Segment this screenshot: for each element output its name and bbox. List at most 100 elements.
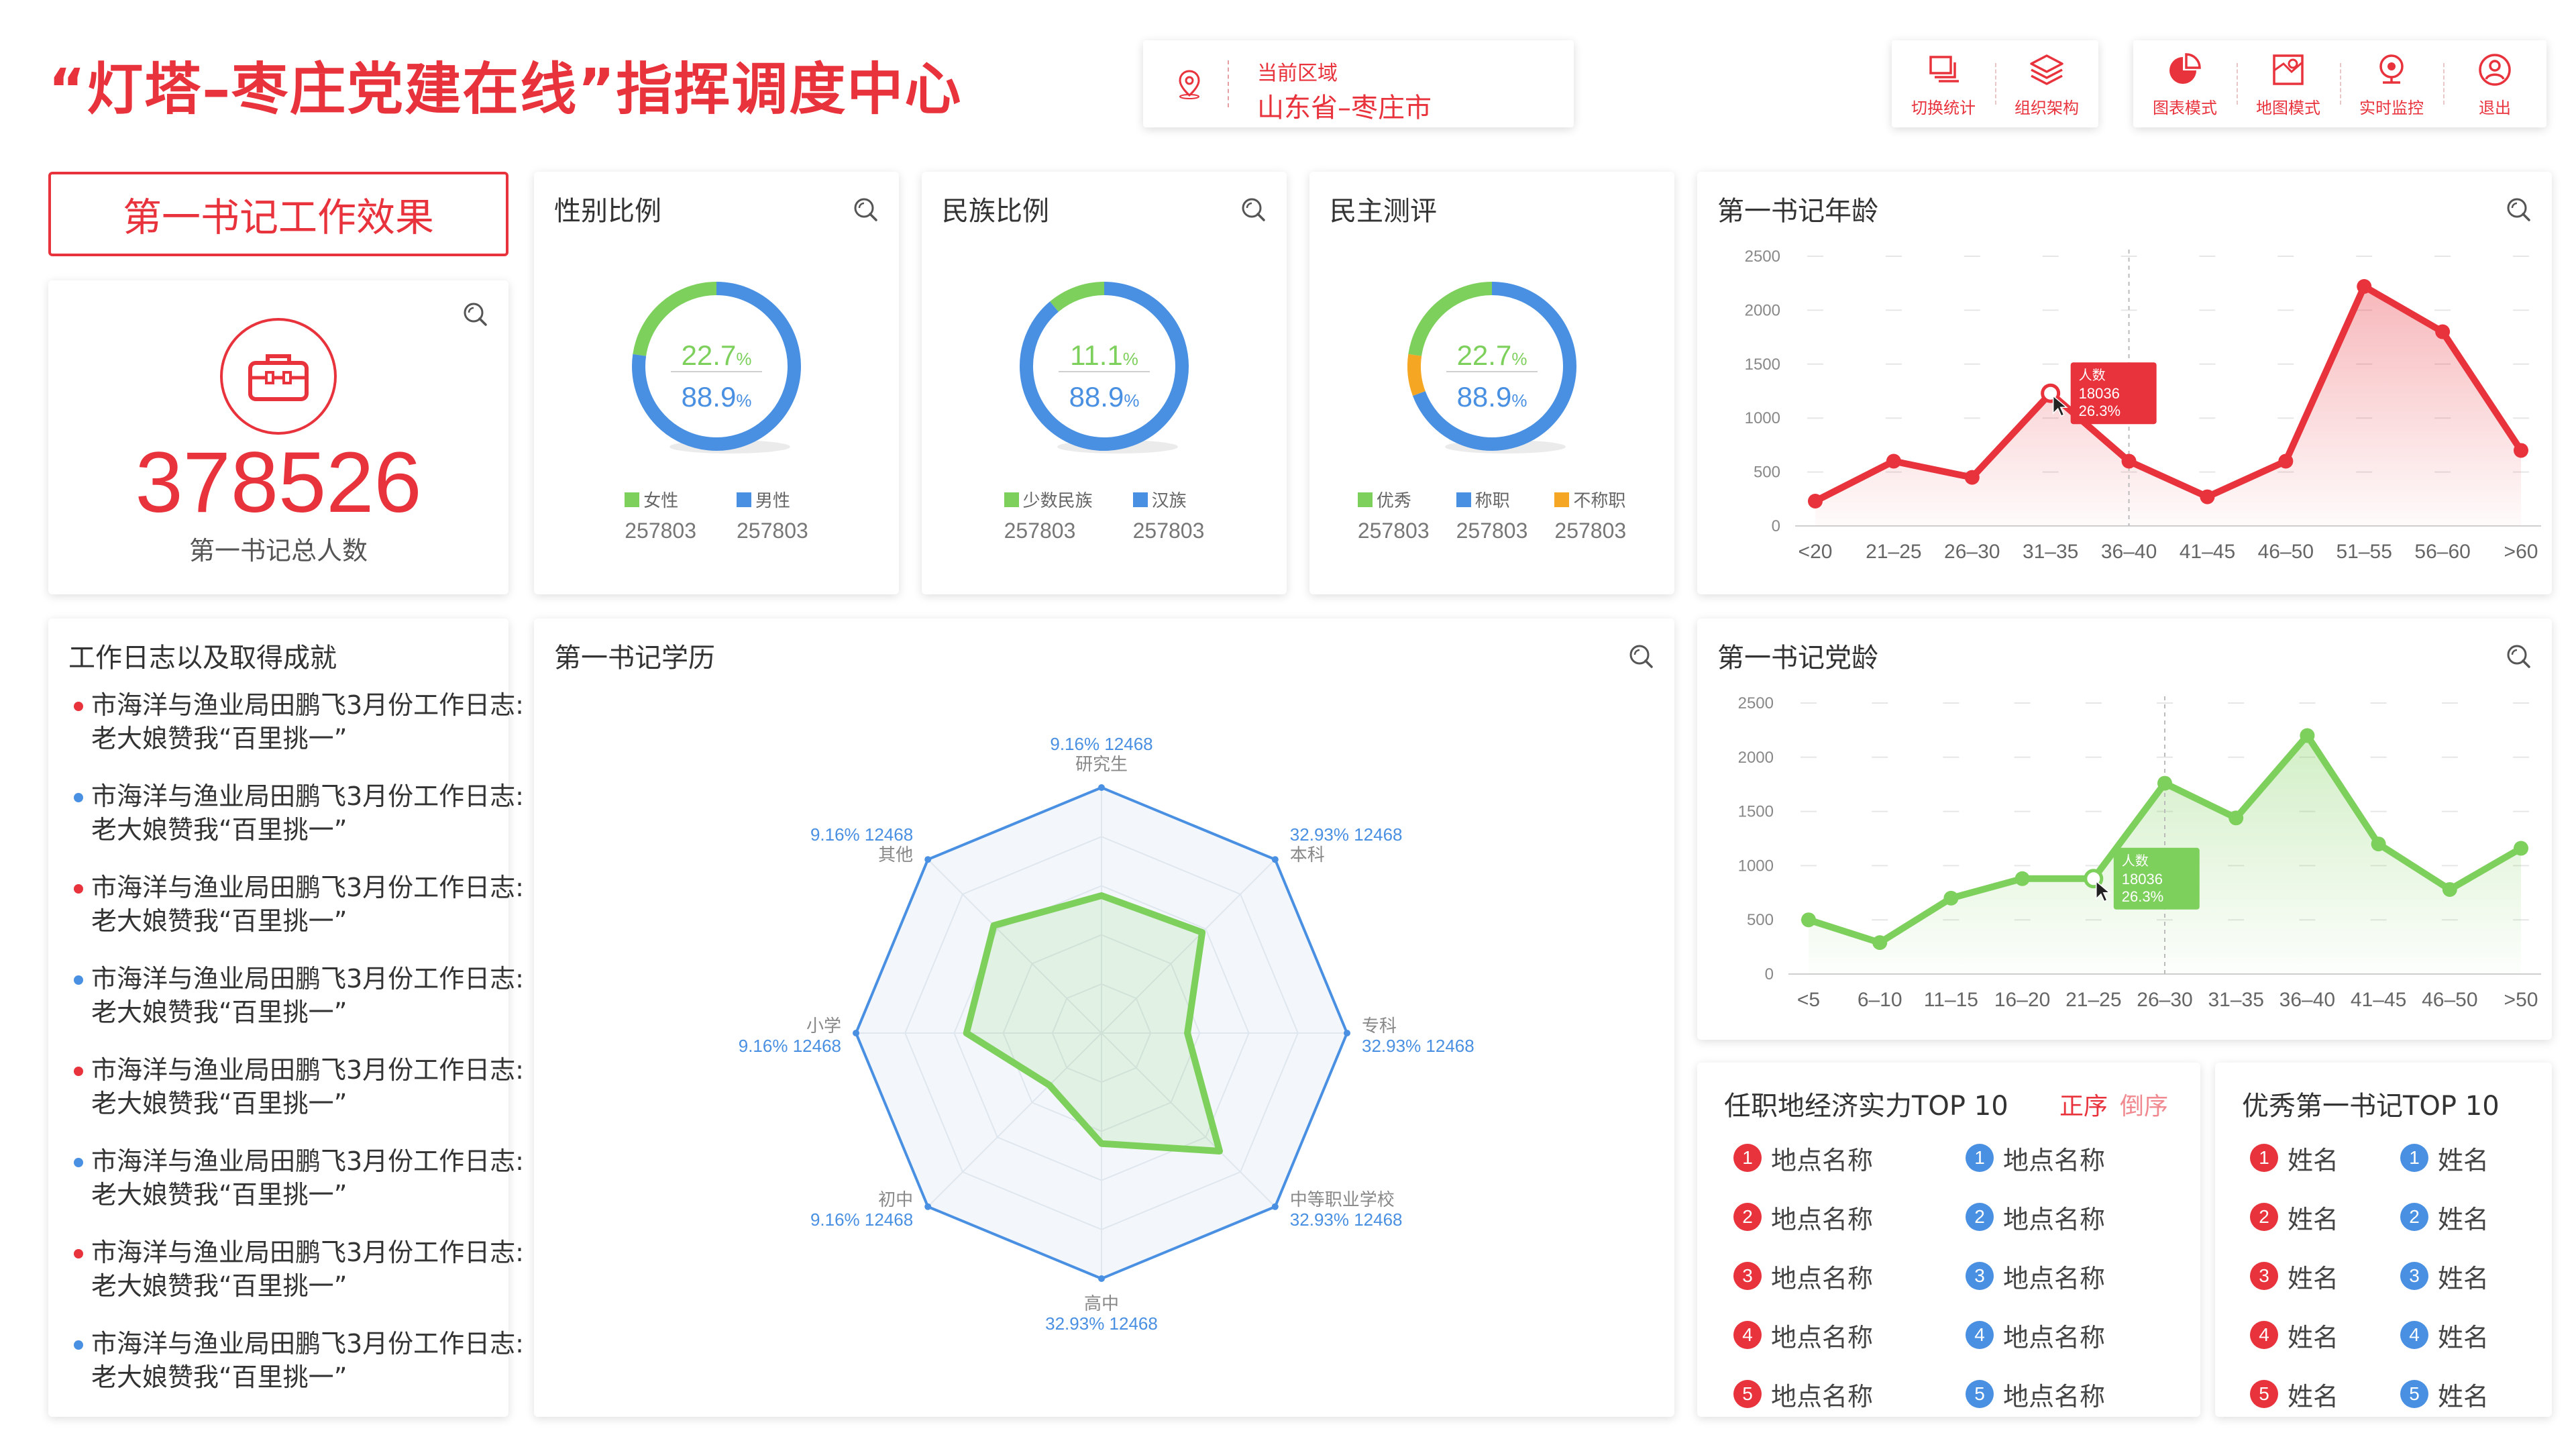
map-mode-button[interactable]: 地图模式 <box>2237 40 2340 127</box>
log-item[interactable]: 市海洋与渔业局田鹏飞3月份工作日志: 老大娘赞我“百里挑一” <box>68 1236 524 1327</box>
rank-item[interactable]: 5 姓名 <box>2250 1364 2339 1424</box>
legend-swatch <box>737 492 751 507</box>
legend-value: 257803 <box>1004 519 1076 543</box>
education-title: 第一书记学历 <box>554 643 715 674</box>
rank-item[interactable]: 2 地点名称 <box>1966 1187 2105 1246</box>
rank-item[interactable]: 3 地点名称 <box>1733 1246 1873 1305</box>
map-icon <box>2273 54 2304 85</box>
bullet-dot <box>74 793 83 802</box>
rank-name: 地点名称 <box>1771 1381 1874 1411</box>
party-age-line-chart: 2500 2000 1500 1000 500 0 <5 6–10 11–15 16–20 21–2… <box>1738 694 2541 1011</box>
data-point[interactable] <box>1964 470 1980 485</box>
legend-swatch <box>1554 492 1570 507</box>
org-structure-button[interactable]: 组织架构 <box>1995 40 2098 127</box>
rank-item[interactable]: 1 地点名称 <box>1733 1128 1873 1187</box>
rank-name: 地点名称 <box>1771 1322 1874 1352</box>
rank-item[interactable]: 3 地点名称 <box>1966 1246 2105 1305</box>
gender-pct-top: 22.7% <box>681 339 752 371</box>
radar-vertex <box>1271 856 1279 863</box>
rank-item[interactable]: 4 地点名称 <box>1966 1305 2105 1364</box>
data-point[interactable] <box>1801 912 1816 928</box>
data-point[interactable] <box>2200 489 2215 504</box>
switch-stats-button[interactable]: 切换统计 <box>1892 40 1995 127</box>
rank-badge: 2 <box>1966 1203 1994 1231</box>
rank-item[interactable]: 4 姓名 <box>2250 1305 2339 1364</box>
log-item[interactable]: 市海洋与渔业局田鹏飞3月份工作日志: 老大娘赞我“百里挑一” <box>68 1327 524 1418</box>
x-tick-label: 21–25 <box>2065 989 2121 1011</box>
log-item[interactable]: 市海洋与渔业局田鹏飞3月份工作日志: 老大娘赞我“百里挑一” <box>68 780 524 871</box>
radar-axis-label: 高中 <box>1084 1294 1119 1314</box>
chart-mode-button[interactable]: 图表模式 <box>2133 40 2237 127</box>
search-icon[interactable] <box>1626 641 1656 671</box>
radar-vertex <box>1098 784 1105 791</box>
switch-stats-icon <box>1929 55 1959 83</box>
rank-name: 姓名 <box>2288 1204 2339 1234</box>
rank-item[interactable]: 4 地点名称 <box>1733 1305 1873 1364</box>
data-point[interactable] <box>1872 935 1888 951</box>
data-point[interactable] <box>2278 453 2294 469</box>
rank-name: 地点名称 <box>2003 1263 2106 1293</box>
radar-spoke <box>927 859 1102 1034</box>
data-point[interactable] <box>2514 443 2528 458</box>
search-icon[interactable] <box>2504 195 2533 224</box>
data-point[interactable] <box>1886 453 1901 469</box>
data-point[interactable] <box>1943 890 1959 906</box>
evaluation-card: 民主测评 22.7% 88.9% 优秀 257803 称职 257803 不称职 2578… <box>1309 172 1674 594</box>
rank-name: 姓名 <box>2438 1204 2489 1234</box>
rank-item[interactable]: 1 地点名称 <box>1966 1128 2105 1187</box>
log-item-line1: 市海洋与渔业局田鹏飞3月份工作日志: <box>91 873 524 902</box>
donut-segment <box>633 282 717 356</box>
bullet-dot <box>74 1158 83 1167</box>
x-tick-label: 51–55 <box>2337 541 2392 563</box>
rank-item[interactable]: 3 姓名 <box>2250 1246 2339 1305</box>
live-monitor-button[interactable]: 实时监控 <box>2340 40 2443 127</box>
rank-item[interactable]: 5 姓名 <box>2400 1364 2489 1424</box>
total-count: 378526 <box>135 435 422 531</box>
log-item[interactable]: 市海洋与渔业局田鹏飞3月份工作日志: 老大娘赞我“百里挑一” <box>68 1053 524 1144</box>
rank-name: 地点名称 <box>1771 1263 1874 1293</box>
rank-item[interactable]: 3 姓名 <box>2400 1246 2489 1305</box>
rank-item[interactable]: 2 姓名 <box>2250 1187 2339 1246</box>
search-icon[interactable] <box>460 299 490 329</box>
data-point[interactable] <box>2229 810 2244 826</box>
region-selector[interactable]: 当前区域 山东省–枣庄市 <box>1143 40 1574 127</box>
rank-item[interactable]: 5 地点名称 <box>1733 1364 1873 1424</box>
rank-item[interactable]: 4 姓名 <box>2400 1305 2489 1364</box>
total-count-caption: 第一书记总人数 <box>189 536 368 566</box>
sort-descending-button[interactable]: 倒序 <box>2120 1093 2169 1120</box>
log-item[interactable]: 市海洋与渔业局田鹏飞3月份工作日志: 老大娘赞我“百里挑一” <box>68 871 524 962</box>
legend-head: 不称职 <box>1554 487 1625 512</box>
data-point[interactable] <box>1808 494 1823 509</box>
data-point[interactable] <box>2514 841 2528 856</box>
rank-item[interactable]: 5 地点名称 <box>1966 1364 2105 1424</box>
search-icon[interactable] <box>2504 641 2533 671</box>
log-item[interactable]: 市海洋与渔业局田鹏飞3月份工作日志: 老大娘赞我“百里挑一” <box>68 688 524 780</box>
economy-rank-list-right: 1 地点名称 2 地点名称 3 地点名称 4 地点名称 5 地点名称 <box>1966 1128 2105 1424</box>
data-point[interactable] <box>2371 837 2386 852</box>
rank-item[interactable]: 2 姓名 <box>2400 1187 2489 1246</box>
data-point[interactable] <box>2157 775 2172 791</box>
tooltip-box <box>2113 847 2200 910</box>
log-item[interactable]: 市海洋与渔业局田鹏飞3月份工作日志: 老大娘赞我“百里挑一” <box>68 962 524 1053</box>
search-icon[interactable] <box>1238 195 1268 224</box>
log-item[interactable]: 市海洋与渔业局田鹏飞3月份工作日志: 老大娘赞我“百里挑一” <box>68 1144 524 1236</box>
data-point[interactable] <box>2357 279 2372 294</box>
sort-ascending-button[interactable]: 正序 <box>2059 1093 2108 1120</box>
data-point[interactable] <box>2300 728 2315 743</box>
log-item-line1: 市海洋与渔业局田鹏飞3月份工作日志: <box>91 690 524 720</box>
briefcase-icon <box>220 318 337 435</box>
data-point[interactable] <box>2435 324 2451 339</box>
rank-item[interactable]: 1 姓名 <box>2400 1128 2489 1187</box>
logout-button[interactable]: 退出 <box>2443 40 2546 127</box>
radar-vertex <box>924 1203 932 1210</box>
data-point[interactable] <box>2442 881 2457 897</box>
search-icon[interactable] <box>851 195 880 224</box>
donut-segment <box>1407 354 1426 396</box>
data-point[interactable] <box>2015 871 2030 886</box>
rank-item[interactable]: 2 地点名称 <box>1733 1187 1873 1246</box>
data-point[interactable] <box>2121 453 2137 469</box>
cursor-icon <box>2052 394 2068 417</box>
work-log-list: 市海洋与渔业局田鹏飞3月份工作日志: 老大娘赞我“百里挑一” 市海洋与渔业局田鹏飞3… <box>68 688 524 1418</box>
gender-legend: 女性 257803 男性 257803 <box>534 487 899 543</box>
rank-item[interactable]: 1 姓名 <box>2250 1128 2339 1187</box>
